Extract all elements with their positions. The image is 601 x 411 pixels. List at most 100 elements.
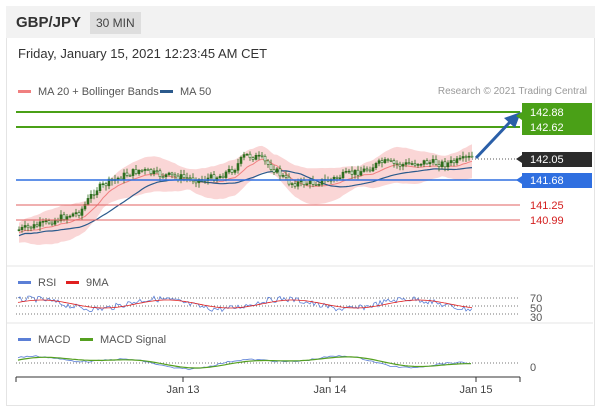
candle-body bbox=[374, 163, 378, 169]
candle-body bbox=[386, 159, 390, 161]
level-label-6: 140.99 bbox=[530, 215, 564, 227]
candle-body bbox=[59, 214, 63, 222]
candle-body bbox=[38, 221, 42, 227]
candle-body bbox=[68, 215, 72, 218]
candle-body bbox=[122, 172, 126, 180]
legend-rsi-ma: 9MA bbox=[66, 277, 109, 289]
candle-body bbox=[359, 171, 363, 176]
legend-ma50: MA 50 bbox=[160, 86, 211, 98]
candle-body bbox=[458, 157, 462, 160]
candle-body bbox=[275, 168, 279, 173]
candle-body bbox=[419, 164, 423, 166]
rsi-tick-30: 30 bbox=[530, 312, 542, 324]
candle-body bbox=[125, 172, 129, 176]
chart-panel bbox=[6, 38, 595, 406]
candle-body bbox=[443, 161, 447, 168]
legend-macd-label: MACD bbox=[38, 334, 71, 346]
candle-body bbox=[416, 164, 420, 166]
candle-body bbox=[257, 154, 261, 157]
candle-body bbox=[269, 164, 273, 170]
candle-body bbox=[245, 153, 249, 156]
candle-body bbox=[380, 160, 384, 163]
candle-body bbox=[128, 175, 132, 177]
candle-body bbox=[404, 162, 408, 165]
candle-body bbox=[188, 177, 192, 180]
candle-body bbox=[230, 169, 234, 173]
candle-body bbox=[20, 227, 24, 231]
candle-body bbox=[224, 171, 228, 178]
candle-body bbox=[170, 172, 174, 176]
legend-macd-signal: MACD Signal bbox=[80, 334, 166, 346]
candle-body bbox=[179, 174, 183, 180]
macd-tick-0: 0 bbox=[530, 362, 536, 374]
candle-body bbox=[305, 183, 309, 186]
candle-body bbox=[338, 177, 342, 180]
ma50-swatch bbox=[160, 89, 173, 93]
candle-body bbox=[350, 170, 354, 175]
candle-body bbox=[371, 167, 375, 172]
ma20-line bbox=[18, 158, 473, 234]
candle-body bbox=[365, 168, 369, 171]
candle-body bbox=[437, 164, 441, 168]
candle-body bbox=[23, 225, 27, 228]
candle-body bbox=[278, 168, 282, 177]
candle-body bbox=[92, 194, 96, 196]
candle-body bbox=[362, 168, 366, 172]
candle-body bbox=[308, 180, 312, 185]
candle-body bbox=[182, 174, 186, 178]
candle-body bbox=[461, 156, 465, 159]
candle-body bbox=[410, 163, 414, 165]
candle-body bbox=[272, 169, 276, 173]
candle-body bbox=[347, 170, 351, 173]
candle-body bbox=[449, 160, 453, 164]
candle-body bbox=[44, 220, 48, 222]
candle-body bbox=[41, 221, 45, 223]
candle-body bbox=[50, 222, 54, 225]
candle-body bbox=[149, 169, 153, 174]
candle-body bbox=[455, 158, 459, 164]
candle-body bbox=[290, 183, 294, 185]
copyright-text: Research © 2021 Trading Central bbox=[437, 86, 587, 97]
candle-body bbox=[383, 159, 387, 164]
candle-body bbox=[143, 169, 147, 171]
candle-body bbox=[62, 214, 66, 220]
candle-body bbox=[131, 169, 135, 176]
candle-body bbox=[146, 169, 150, 171]
chart-datetime: Friday, January 15, 2021 12:23:45 AM CET bbox=[18, 46, 268, 61]
level-label-2: 142.62 bbox=[530, 122, 564, 134]
timeframe-badge[interactable]: 30 MIN bbox=[90, 12, 141, 34]
candle-body bbox=[26, 225, 30, 228]
candle-body bbox=[140, 170, 144, 172]
candle-body bbox=[29, 226, 33, 229]
current-price-pointer bbox=[516, 155, 522, 163]
rsi-tick-70: 70 bbox=[530, 293, 542, 305]
candle-body bbox=[431, 159, 435, 163]
candle-body bbox=[407, 162, 411, 165]
candle-body bbox=[47, 220, 51, 224]
candle-body bbox=[164, 174, 168, 178]
candle-body bbox=[434, 159, 438, 165]
candle-body bbox=[80, 208, 84, 216]
candle-body bbox=[266, 160, 270, 165]
level-label-1: 142.88 bbox=[530, 107, 564, 119]
candle-body bbox=[95, 190, 99, 196]
candle-body bbox=[104, 183, 108, 187]
resistance-badge-pointer bbox=[516, 112, 522, 120]
candle-body bbox=[239, 157, 243, 164]
header-bar: GBP/JPY 30 MIN bbox=[6, 6, 595, 38]
x-tick-jan13: Jan 13 bbox=[166, 384, 199, 396]
candle-body bbox=[173, 174, 177, 177]
candle-body bbox=[281, 175, 285, 177]
legend-rsi: RSI bbox=[18, 277, 56, 289]
candle-body bbox=[467, 155, 471, 158]
pivot-badge bbox=[522, 173, 592, 188]
candle-body bbox=[86, 198, 90, 205]
candle-body bbox=[263, 156, 267, 162]
candle-body bbox=[185, 177, 189, 179]
candle-body bbox=[17, 229, 21, 231]
candle-body bbox=[134, 169, 138, 174]
x-tick-jan15: Jan 15 bbox=[459, 384, 492, 396]
candle-body bbox=[218, 175, 222, 179]
level-label-5: 141.25 bbox=[530, 200, 564, 212]
